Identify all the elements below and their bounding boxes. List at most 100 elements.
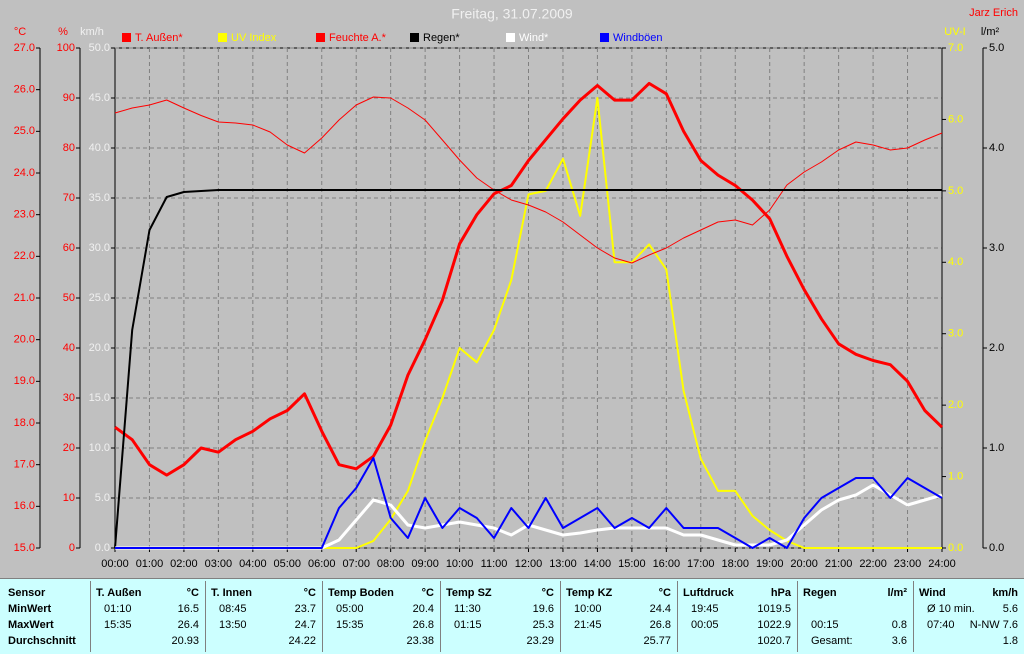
y-tick-label: 5.0 bbox=[95, 492, 110, 504]
cell-value: 16.5 bbox=[177, 603, 199, 615]
column-unit: hPa bbox=[770, 587, 791, 599]
y-tick-label: 23.0 bbox=[14, 209, 35, 221]
y-tick-label: 20.0 bbox=[14, 334, 35, 346]
column-separator bbox=[677, 581, 678, 652]
y-axis-title: UV-I bbox=[944, 26, 965, 38]
y-axis-title: km/h bbox=[80, 26, 104, 38]
chart: Freitag, 31.07.2009 Jarz Erich 00:00 01:0… bbox=[14, 6, 1018, 570]
y-tick-label: 7.0 bbox=[948, 42, 963, 54]
legend-swatch bbox=[316, 33, 325, 42]
column-header: Regen bbox=[803, 587, 837, 599]
legend-label: Regen* bbox=[423, 32, 460, 44]
cell-time: 07:40 bbox=[927, 619, 955, 631]
cell-time: 00:05 bbox=[691, 619, 719, 631]
legend-label: T. Außen* bbox=[135, 32, 183, 44]
y-tick-label: 1.0 bbox=[948, 470, 963, 482]
y-tick-label: 30.0 bbox=[89, 242, 110, 254]
cell-value: 25.77 bbox=[643, 635, 671, 647]
y-tick-label: 17.0 bbox=[14, 459, 35, 471]
legend-swatch bbox=[506, 33, 515, 42]
cell-value: 26.8 bbox=[649, 619, 671, 631]
x-tick-label: 16:00 bbox=[653, 558, 681, 570]
y-axis-title: °C bbox=[14, 26, 26, 38]
y-tick-label: 40.0 bbox=[89, 142, 110, 154]
x-tick-label: 05:00 bbox=[274, 558, 302, 570]
series-line bbox=[114, 96, 943, 264]
y-tick-label: 60 bbox=[63, 242, 75, 254]
cell-value: 24.7 bbox=[294, 619, 316, 631]
y-tick-label: 30 bbox=[63, 392, 75, 404]
y-tick-label: 100 bbox=[57, 42, 75, 54]
column-unit: l/m² bbox=[887, 587, 907, 599]
column-separator bbox=[797, 581, 798, 652]
y-tick-label: 20 bbox=[63, 442, 75, 454]
cell-time: 05:00 bbox=[336, 603, 364, 615]
legend-swatch bbox=[122, 33, 131, 42]
column-separator bbox=[913, 581, 914, 652]
y-tick-label: 3.0 bbox=[989, 242, 1004, 254]
x-tick-label: 08:00 bbox=[377, 558, 405, 570]
x-tick-label: 20:00 bbox=[790, 558, 818, 570]
cell-time: 08:45 bbox=[219, 603, 247, 615]
x-tick-label: 06:00 bbox=[308, 558, 336, 570]
y-tick-label: 35.0 bbox=[89, 192, 110, 204]
cell-value: 3.6 bbox=[891, 635, 907, 647]
y-tick-label: 5.0 bbox=[948, 185, 963, 197]
cell-time: 15:35 bbox=[336, 619, 364, 631]
y-tick-label: 10.0 bbox=[89, 442, 110, 454]
row-label: MaxWert bbox=[8, 619, 54, 631]
y-tick-label: 0.0 bbox=[989, 542, 1004, 554]
column-unit: °C bbox=[658, 587, 671, 599]
cell-value: 24.4 bbox=[649, 603, 671, 615]
y-tick-label: 4.0 bbox=[948, 256, 963, 268]
cell-value: 23.29 bbox=[526, 635, 554, 647]
y-tick-label: 26.0 bbox=[14, 84, 35, 96]
corner-label: Jarz Erich bbox=[969, 7, 1018, 19]
x-tick-label: 21:00 bbox=[825, 558, 853, 570]
cell-value: 24.22 bbox=[288, 635, 316, 647]
y-tick-label: 24.0 bbox=[14, 167, 35, 179]
x-tick-label: 07:00 bbox=[342, 558, 370, 570]
series-line bbox=[114, 81, 944, 477]
y-tick-label: 16.0 bbox=[14, 500, 35, 512]
cell-value: 20.93 bbox=[171, 635, 199, 647]
cell-value: 20.4 bbox=[412, 603, 434, 615]
y-tick-label: 2.0 bbox=[948, 399, 963, 411]
column-header: Temp Boden bbox=[328, 587, 394, 599]
series-line bbox=[114, 189, 942, 549]
column-separator bbox=[440, 581, 441, 652]
legend-swatch bbox=[410, 33, 419, 42]
y-tick-label: 25.0 bbox=[89, 292, 110, 304]
y-tick-label: 1.0 bbox=[989, 442, 1004, 454]
cell-value: N-NW 7.6 bbox=[969, 619, 1018, 631]
cell-value: 1022.9 bbox=[757, 619, 791, 631]
column-header: Luftdruck bbox=[683, 587, 734, 599]
x-tick-label: 03:00 bbox=[205, 558, 233, 570]
cell-value: 26.8 bbox=[412, 619, 434, 631]
y-tick-label: 70 bbox=[63, 192, 75, 204]
y-tick-label: 18.0 bbox=[14, 417, 35, 429]
y-tick-label: 6.0 bbox=[948, 113, 963, 125]
column-separator bbox=[205, 581, 206, 652]
row-label: Durchschnitt bbox=[8, 635, 76, 647]
row-label: MinWert bbox=[8, 603, 52, 615]
legend-label: Feuchte A.* bbox=[329, 32, 387, 44]
y-tick-label: 20.0 bbox=[89, 342, 110, 354]
summary-table: Sensor MinWert MaxWert Durchschnitt T. Außen… bbox=[0, 578, 1024, 654]
cell-time: Ø 10 min. bbox=[927, 603, 975, 615]
cell-time: 19:45 bbox=[691, 603, 719, 615]
column-unit: °C bbox=[541, 587, 554, 599]
y-tick-label: 80 bbox=[63, 142, 75, 154]
cell-value: 23.7 bbox=[294, 603, 316, 615]
y-tick-label: 90 bbox=[63, 92, 75, 104]
y-axis-title: % bbox=[58, 26, 68, 38]
y-axis-title: l/m² bbox=[981, 26, 1000, 38]
y-tick-label: 0.0 bbox=[948, 542, 963, 554]
x-tick-label: 12:00 bbox=[515, 558, 543, 570]
x-tick-label: 11:00 bbox=[481, 558, 508, 570]
cell-value: 1.8 bbox=[1002, 635, 1018, 647]
column-separator bbox=[560, 581, 561, 652]
cell-time: 00:15 bbox=[811, 619, 839, 631]
x-tick-label: 24:00 bbox=[928, 558, 956, 570]
y-tick-label: 4.0 bbox=[989, 142, 1004, 154]
